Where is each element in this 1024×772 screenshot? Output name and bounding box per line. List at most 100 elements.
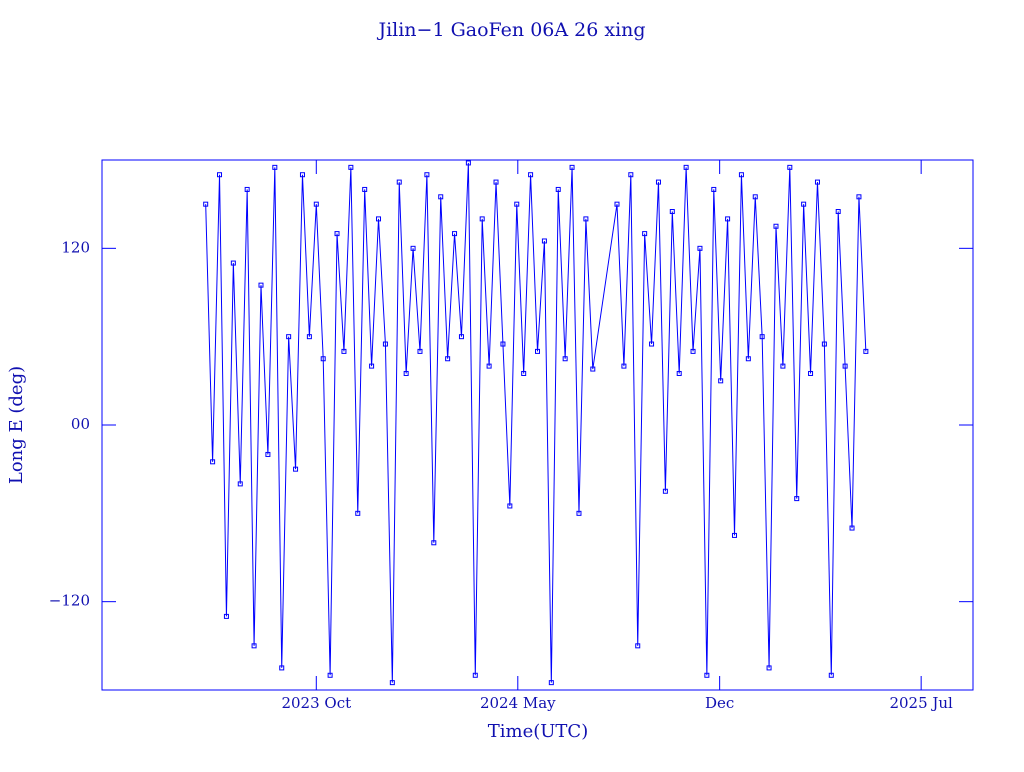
data-point	[514, 201, 520, 207]
data-point	[244, 186, 250, 192]
data-point	[863, 348, 869, 354]
data-point	[562, 356, 568, 362]
data-point	[382, 341, 388, 347]
data-point	[251, 643, 257, 649]
data-point	[500, 341, 506, 347]
data-point	[528, 172, 534, 178]
data-point	[299, 172, 305, 178]
data-point	[369, 363, 375, 369]
data-point	[794, 496, 800, 502]
data-point	[279, 665, 285, 671]
data-point	[272, 164, 278, 170]
data-point	[541, 238, 547, 244]
data-point	[738, 172, 744, 178]
data-point	[410, 245, 416, 251]
data-point	[493, 179, 499, 185]
y-tick-label: 00	[71, 415, 90, 433]
data-point	[642, 231, 648, 237]
data-point	[424, 172, 430, 178]
data-point	[828, 672, 834, 678]
data-point	[535, 348, 540, 354]
data-point	[223, 613, 229, 619]
data-point	[732, 532, 738, 538]
data-point	[787, 164, 793, 170]
data-point	[780, 363, 786, 369]
data-point	[327, 672, 333, 678]
data-point	[465, 160, 471, 166]
data-point	[569, 164, 575, 170]
data-point	[801, 201, 807, 207]
data-point	[445, 356, 451, 362]
data-point	[697, 245, 703, 251]
data-point	[576, 510, 582, 516]
data-point	[814, 179, 820, 185]
chart-title: Jilin−1 GaoFen 06A 26 xing	[376, 19, 645, 41]
data-point	[752, 194, 758, 200]
data-point	[396, 179, 402, 185]
data-point	[655, 179, 661, 185]
data-point	[265, 451, 271, 457]
data-point	[431, 540, 437, 546]
data-point	[745, 356, 751, 362]
data-point	[334, 231, 340, 237]
data-point	[635, 643, 641, 649]
data-point	[293, 466, 299, 472]
data-point	[486, 363, 492, 369]
data-point	[704, 672, 710, 678]
data-point	[458, 334, 464, 340]
data-line	[205, 162, 867, 683]
y-tick-label: 120	[61, 238, 90, 256]
data-point	[621, 363, 627, 369]
data-point	[718, 378, 724, 384]
data-point	[590, 366, 596, 372]
data-point	[766, 665, 772, 671]
data-point	[683, 164, 689, 170]
data-point	[286, 334, 292, 340]
data-point	[355, 510, 361, 516]
data-point	[258, 282, 264, 288]
data-point	[614, 201, 620, 207]
data-point	[403, 370, 409, 376]
data-point	[548, 680, 554, 686]
data-point	[555, 186, 561, 192]
data-point	[649, 341, 655, 347]
data-point	[690, 348, 696, 354]
data-point	[628, 172, 634, 178]
data-point	[676, 370, 682, 376]
data-point	[320, 356, 326, 362]
data-point	[313, 201, 319, 207]
x-tick-label: 2023 Oct	[281, 694, 351, 712]
x-tick-label: 2025 Jul	[889, 694, 953, 712]
data-point	[452, 231, 458, 237]
data-point	[662, 488, 668, 494]
data-point	[821, 341, 827, 347]
data-point	[849, 525, 855, 531]
data-point	[376, 216, 382, 222]
data-point	[341, 348, 347, 354]
plot-frame	[101, 159, 974, 691]
data-point	[669, 209, 675, 215]
data-point	[203, 201, 209, 207]
data-point	[362, 186, 368, 192]
data-point	[507, 503, 513, 509]
y-tick-label: −120	[49, 592, 90, 610]
x-axis-label: Time(UTC)	[488, 721, 588, 742]
data-point	[479, 216, 485, 222]
data-point	[217, 172, 223, 178]
data-point	[856, 194, 862, 200]
x-tick-label: 2024 May	[480, 694, 556, 712]
data-point	[230, 260, 236, 266]
data-point	[583, 216, 589, 222]
y-axis-label: Long E (deg)	[6, 366, 27, 484]
data-point	[237, 481, 243, 487]
data-point	[306, 334, 312, 340]
data-point	[472, 672, 478, 678]
data-point	[759, 334, 765, 340]
data-point	[835, 209, 841, 215]
data-point	[389, 680, 395, 686]
data-point	[417, 348, 423, 354]
data-point	[521, 370, 527, 376]
x-tick-label: Dec	[705, 694, 734, 712]
data-point	[725, 216, 731, 222]
